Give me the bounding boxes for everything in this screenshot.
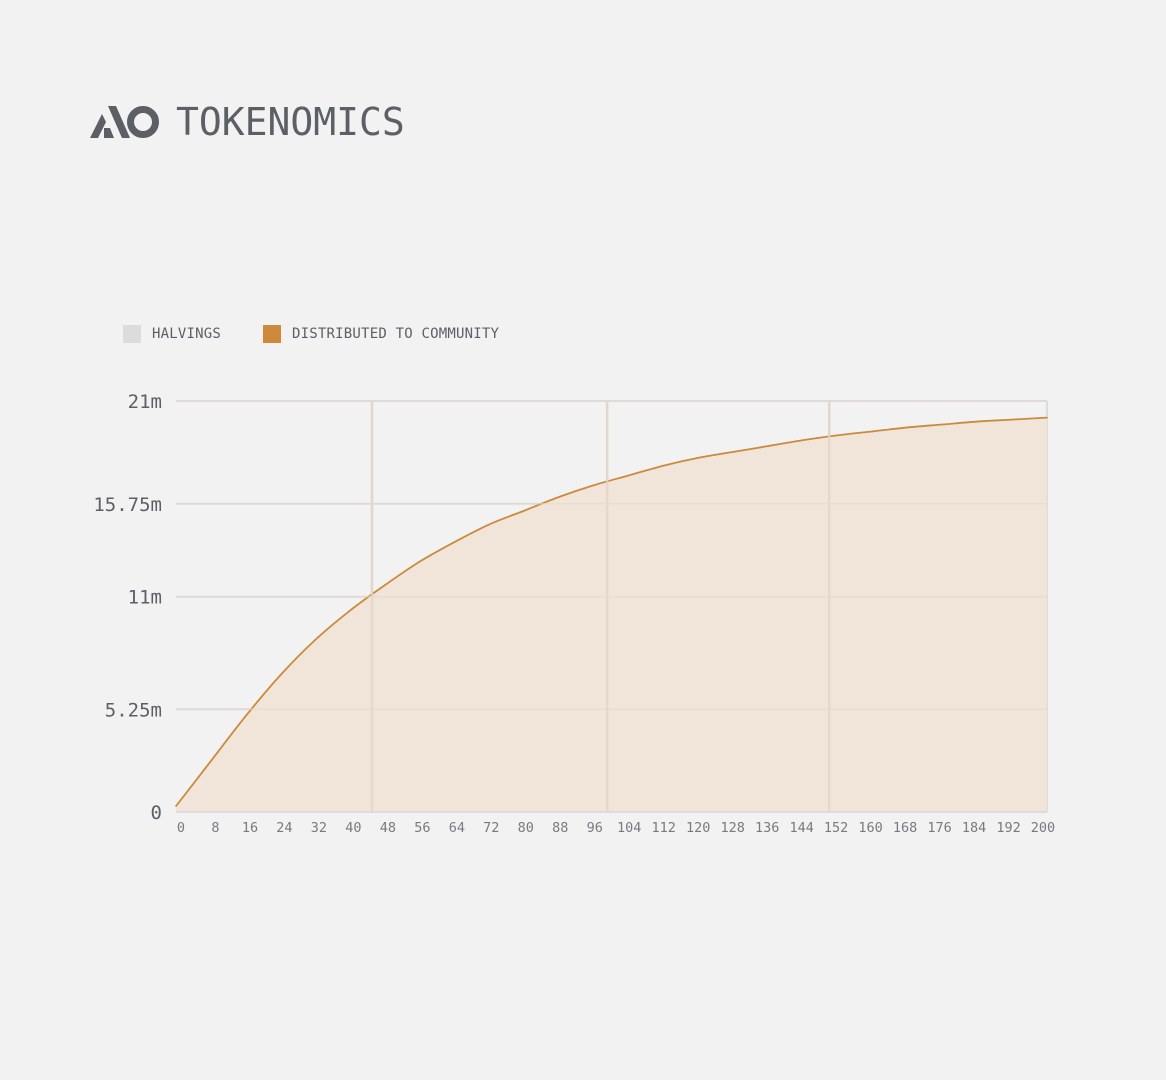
legend-label-community: DISTRIBUTED TO COMMUNITY (292, 326, 500, 342)
header: TOKENOMICS (90, 98, 405, 146)
data-point-6 (384, 584, 386, 586)
data-point-18 (802, 439, 804, 441)
ao-logo-icon (90, 106, 159, 138)
chart-legend: HALVINGS DISTRIBUTED TO COMMUNITY (123, 325, 541, 343)
x-tick-label-9: 72 (483, 820, 499, 836)
x-tick-label-8: 64 (449, 820, 465, 836)
y-tick-label-0: 0 (151, 802, 162, 824)
data-point-20 (872, 430, 874, 433)
y-tick-label-1: 5.25m (105, 699, 162, 721)
data-point-22 (941, 423, 944, 426)
y-tick-label-4: 21m (128, 391, 162, 413)
legend-swatch-community (263, 325, 282, 343)
x-tick-label-24: 192 (996, 820, 1020, 836)
x-tick-label-2: 16 (242, 820, 258, 836)
community-area (176, 417, 1047, 812)
page-title: TOKENOMICS (176, 100, 405, 144)
data-point-16 (732, 451, 735, 453)
legend-item-community[interactable]: DISTRIBUTED TO COMMUNITY (263, 325, 499, 343)
data-point-0 (175, 805, 177, 807)
x-tick-label-1: 8 (211, 820, 219, 836)
x-tick-label-22: 176 (927, 820, 951, 836)
data-point-21 (906, 426, 909, 429)
x-tick-label-15: 120 (686, 820, 710, 836)
data-point-12 (593, 484, 595, 486)
legend-label-halvings: HALVINGS (152, 326, 222, 342)
x-tick-label-14: 112 (652, 820, 676, 836)
x-tick-label-21: 168 (893, 820, 917, 836)
x-tick-label-16: 128 (720, 820, 744, 836)
data-point-15 (697, 456, 700, 459)
data-point-2 (244, 715, 247, 717)
x-tick-label-25: 200 (1031, 820, 1055, 836)
data-point-4 (314, 638, 317, 641)
data-point-14 (662, 464, 665, 467)
data-point-25 (1046, 416, 1048, 419)
x-tick-label-3: 24 (276, 820, 292, 836)
data-point-11 (558, 496, 561, 498)
x-tick-label-17: 136 (755, 820, 779, 836)
x-tick-label-11: 88 (552, 820, 568, 836)
x-tick-label-10: 80 (518, 820, 534, 836)
x-tick-label-19: 152 (824, 820, 848, 836)
data-point-5 (349, 609, 352, 612)
x-tick-label-23: 184 (962, 820, 986, 836)
data-point-23 (976, 420, 979, 423)
data-point-10 (523, 509, 526, 512)
legend-item-halvings[interactable]: HALVINGS (123, 325, 221, 343)
y-tick-label-2: 11m (128, 587, 162, 609)
x-tick-label-20: 160 (858, 820, 882, 836)
x-tick-label-7: 56 (414, 820, 430, 836)
community-line (175, 416, 1048, 807)
legend-swatch-halvings (123, 325, 141, 343)
x-tick-label-13: 104 (617, 820, 641, 836)
data-point-19 (837, 434, 839, 437)
x-tick-label-18: 144 (789, 820, 813, 836)
data-point-8 (453, 541, 456, 543)
x-tick-label-5: 40 (345, 820, 361, 836)
data-point-24 (1011, 418, 1013, 421)
data-point-1 (210, 760, 212, 762)
data-point-3 (279, 674, 282, 676)
x-tick-label-0: 0 (177, 820, 185, 836)
x-tick-label-4: 32 (311, 820, 327, 836)
x-tick-label-6: 48 (380, 820, 396, 836)
y-tick-label-3: 15.75m (93, 494, 162, 516)
data-point-7 (419, 560, 421, 563)
x-tick-label-12: 96 (587, 820, 603, 836)
data-point-17 (767, 445, 770, 447)
data-point-13 (628, 474, 630, 477)
data-point-9 (488, 523, 491, 526)
